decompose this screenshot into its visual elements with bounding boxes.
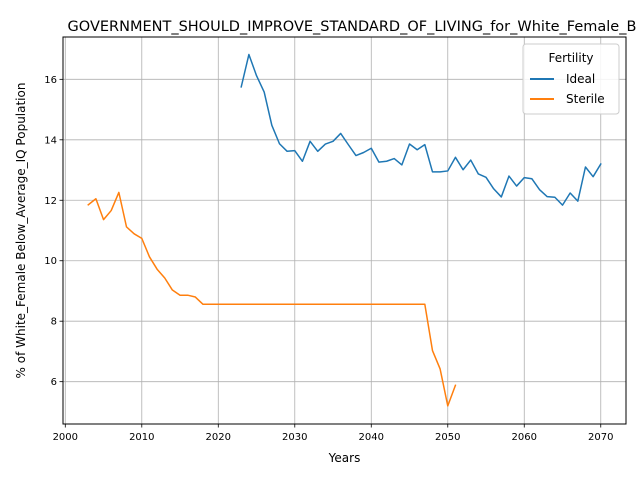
legend-label-ideal: Ideal [566,72,595,86]
x-tick-label: 2050 [435,432,460,443]
x-tick-label: 2060 [512,432,537,443]
legend-title: Fertility [548,51,593,65]
legend: Fertility Ideal Sterile [522,43,620,115]
y-tick-label: 12 [44,196,57,207]
y-tick-label: 14 [44,135,57,146]
y-tick-label: 16 [44,75,57,86]
series-line-sterile [87,191,457,407]
x-tick-label: 2020 [206,432,231,443]
series-group [87,53,602,407]
y-tick-label: 6 [51,377,57,388]
x-tick-label: 2070 [588,432,613,443]
y-axis: 6 8 10 12 14 16 [44,75,63,388]
x-tick-label: 2030 [282,432,307,443]
series-line-ideal [240,53,602,206]
x-axis-label: Years [328,451,361,465]
x-tick-label: 2010 [129,432,154,443]
y-axis-label: % of White_Female Below_Average_IQ Popul… [14,83,28,379]
y-tick-label: 8 [51,317,57,328]
legend-label-sterile: Sterile [566,92,605,106]
x-tick-label: 2040 [359,432,384,443]
x-axis: 2000 2010 2020 2030 2040 2050 2060 2070 [53,424,613,443]
x-tick-label: 2000 [53,432,78,443]
y-tick-label: 10 [44,256,57,267]
plot-frame [62,36,627,425]
legend-box [522,43,620,115]
chart-title: GOVERNMENT_SHOULD_IMPROVE_STANDARD_OF_LI… [68,19,637,35]
